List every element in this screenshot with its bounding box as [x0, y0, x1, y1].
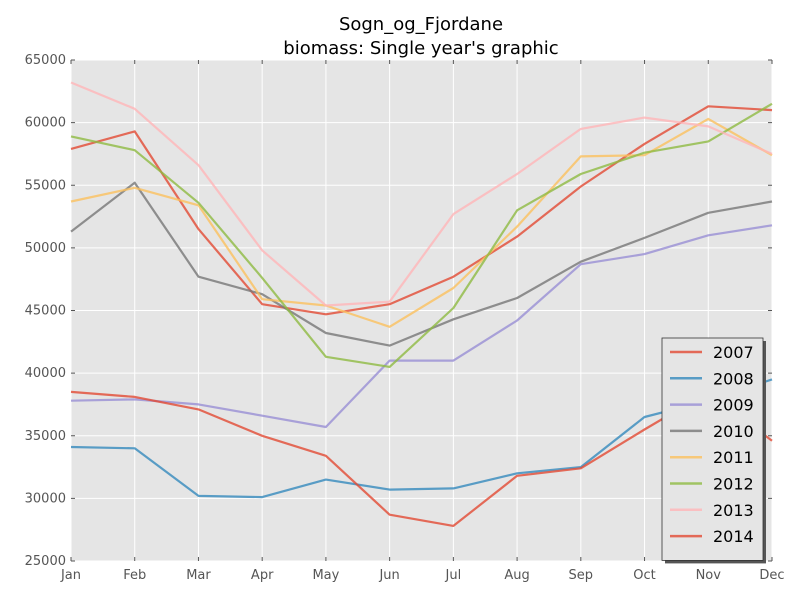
- y-tick-label: 25000: [25, 554, 66, 569]
- y-tick-label: 50000: [25, 241, 66, 256]
- series-line-2008: [70, 378, 773, 499]
- series-line-2012: [70, 102, 773, 368]
- y-tick-label: 40000: [25, 366, 66, 381]
- axis-ticks: 25000 30000 35000 40000 45000 50000 55000 60000…: [25, 53, 785, 583]
- series-line-2014: [70, 390, 773, 528]
- x-tick-label: Dec: [759, 568, 784, 583]
- x-tick-label: Oct: [633, 568, 655, 583]
- x-tick-label: Jul: [445, 568, 462, 583]
- y-tick-label: 65000: [25, 53, 66, 68]
- y-tick-label: 35000: [25, 429, 66, 444]
- x-tick-label: May: [312, 568, 339, 583]
- y-tick-label: 60000: [25, 116, 66, 131]
- legend: 2007 2008 2009 2010 2011 2012 2013 2014: [661, 337, 766, 564]
- legend-box: [661, 337, 764, 561]
- x-tick-label: Jan: [60, 568, 81, 583]
- y-tick-label: 55000: [25, 178, 66, 193]
- legend-label: 2014: [713, 527, 754, 546]
- series-lines: [70, 81, 773, 528]
- y-tick-label: 45000: [25, 304, 66, 319]
- x-tick-label: Nov: [696, 568, 722, 583]
- x-tick-label: Feb: [123, 568, 146, 583]
- legend-label: 2013: [713, 501, 754, 520]
- legend-label: 2007: [713, 343, 754, 362]
- series-line-2013: [70, 81, 773, 307]
- series-line-2009: [70, 224, 773, 429]
- legend-label: 2011: [713, 448, 754, 467]
- legend-label: 2012: [713, 475, 754, 494]
- x-tick-label: Mar: [186, 568, 211, 583]
- legend-label: 2009: [713, 396, 754, 415]
- series-line-2011: [70, 117, 773, 328]
- y-tick-label: 30000: [25, 491, 66, 506]
- x-tick-label: Sep: [569, 568, 594, 583]
- x-tick-label: Aug: [504, 568, 529, 583]
- legend-label: 2010: [713, 422, 754, 441]
- chart-title-line1: Sogn_og_Fjordane: [339, 14, 503, 35]
- x-tick-label: Apr: [251, 568, 274, 583]
- series-line-2007: [70, 105, 773, 316]
- chart-title-line2: biomass: Single year's graphic: [283, 38, 558, 59]
- legend-label: 2008: [713, 369, 754, 388]
- series-line-2010: [70, 181, 773, 347]
- x-tick-label: Jun: [378, 568, 399, 583]
